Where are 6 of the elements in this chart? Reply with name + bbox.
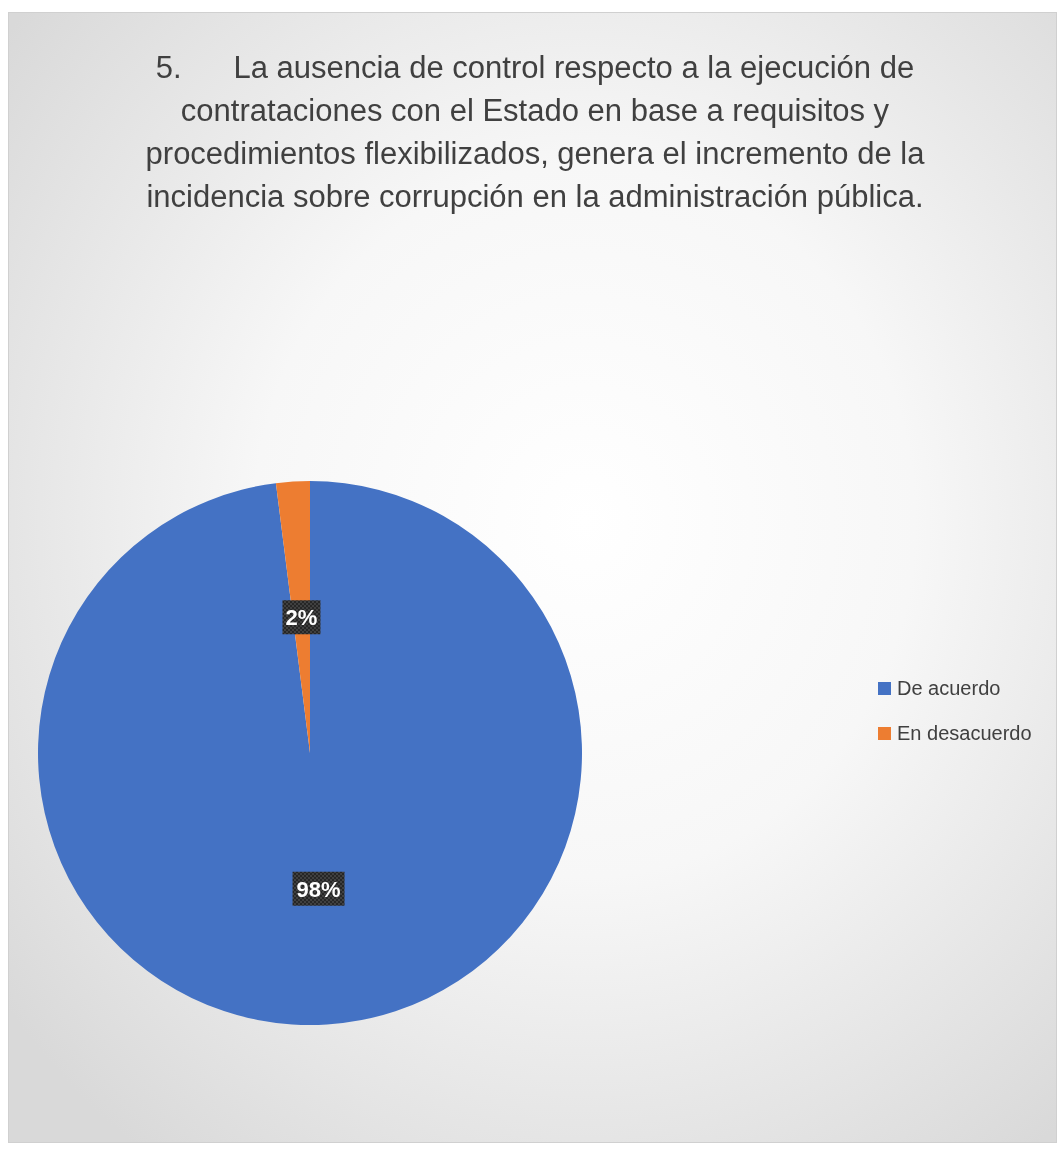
legend-label: En desacuerdo [897, 722, 1032, 744]
chart-title: 5. La ausencia de control respecto a la ejecución de contrataciones con el Estado en base a requisitos y procedimientos flexibilizados, genera el incremento de la incidencia sobre corrupción en la administración pública. [145, 50, 926, 214]
data-label: 98% [296, 876, 341, 902]
data-label: 2% [285, 605, 318, 631]
legend-label: De acuerdo [897, 677, 1001, 699]
pie-slice [38, 481, 582, 1025]
